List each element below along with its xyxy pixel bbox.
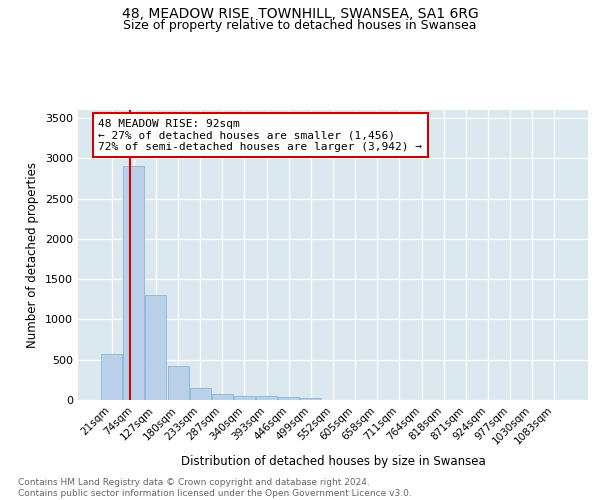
Bar <box>212 394 233 400</box>
Bar <box>167 366 188 400</box>
Bar <box>145 296 166 400</box>
Text: Size of property relative to detached houses in Swansea: Size of property relative to detached ho… <box>123 18 477 32</box>
Bar <box>124 166 145 400</box>
Text: 48, MEADOW RISE, TOWNHILL, SWANSEA, SA1 6RG: 48, MEADOW RISE, TOWNHILL, SWANSEA, SA1 … <box>122 8 478 22</box>
Bar <box>301 398 322 400</box>
Text: Contains HM Land Registry data © Crown copyright and database right 2024.
Contai: Contains HM Land Registry data © Crown c… <box>18 478 412 498</box>
Bar <box>278 397 299 400</box>
Text: 48 MEADOW RISE: 92sqm
← 27% of detached houses are smaller (1,456)
72% of semi-d: 48 MEADOW RISE: 92sqm ← 27% of detached … <box>98 118 422 152</box>
Bar <box>256 396 277 400</box>
Bar <box>190 388 211 400</box>
Y-axis label: Number of detached properties: Number of detached properties <box>26 162 40 348</box>
Bar <box>101 354 122 400</box>
X-axis label: Distribution of detached houses by size in Swansea: Distribution of detached houses by size … <box>181 454 485 468</box>
Bar <box>234 396 255 400</box>
